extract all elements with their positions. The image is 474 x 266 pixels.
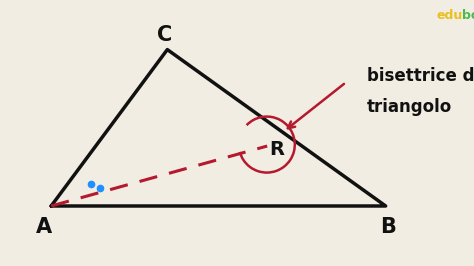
- Text: edu: edu: [436, 9, 462, 22]
- Text: R: R: [269, 140, 284, 159]
- Text: A: A: [36, 217, 52, 237]
- Text: boom: boom: [462, 9, 474, 22]
- Text: bisettrice del: bisettrice del: [367, 67, 474, 85]
- Text: triangolo: triangolo: [367, 98, 452, 116]
- Text: C: C: [157, 25, 173, 45]
- Text: B: B: [380, 217, 396, 237]
